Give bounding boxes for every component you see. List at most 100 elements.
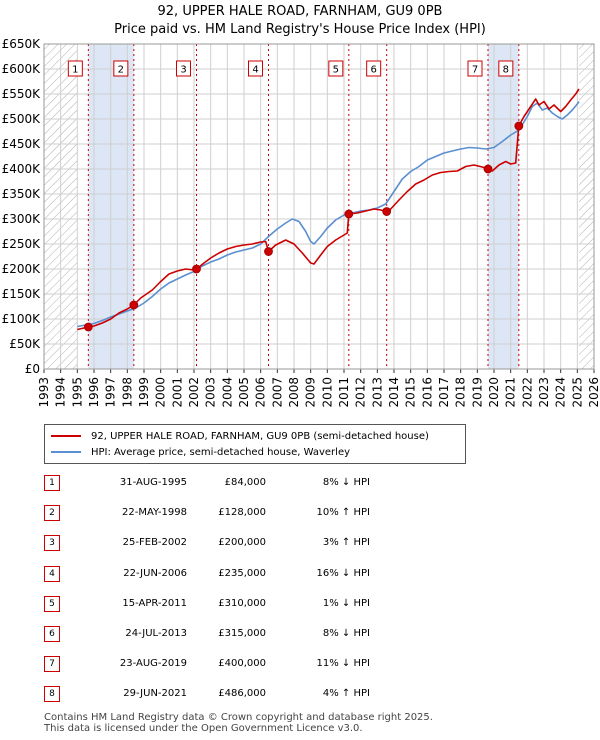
- transaction-row: 6 24-JUL-2013 £315,000 8% ↓ HPI: [0, 626, 600, 644]
- sale-label-8: 8: [503, 65, 509, 76]
- x-tick-label: 2012: [354, 377, 368, 408]
- transaction-number-badge: 3: [44, 535, 60, 552]
- transaction-row: 8 29-JUN-2021 £486,000 4% ↑ HPI: [0, 686, 600, 704]
- transaction-date: 25-FEB-2002: [122, 537, 187, 549]
- sale-point-6: [382, 207, 392, 216]
- transaction-row: 1 31-AUG-1995 £84,000 8% ↓ HPI: [0, 475, 600, 493]
- transaction-price: £200,000: [218, 537, 266, 549]
- sale-point-5: [344, 209, 354, 219]
- x-tick-label: 2022: [520, 377, 534, 408]
- transaction-row: 7 23-AUG-2019 £400,000 11% ↓ HPI: [0, 656, 600, 674]
- sale-point-3: [192, 264, 201, 274]
- x-tick-label: 1995: [70, 377, 84, 408]
- sale-label-1: 1: [72, 65, 78, 76]
- x-tick-label: 2018: [454, 377, 468, 408]
- x-tick-label: 2008: [287, 377, 301, 408]
- legend-label-hpi: HPI: Average price, semi-detached house,…: [91, 446, 351, 458]
- y-tick-label: £100K: [2, 312, 42, 326]
- transaction-date: 15-APR-2011: [122, 597, 187, 609]
- footer-line-2: This data is licensed under the Open Gov…: [44, 723, 363, 734]
- transaction-hpi-change: 8% ↓ HPI: [322, 477, 370, 488]
- x-tick-label: 2016: [420, 377, 434, 408]
- x-tick-label: 2009: [304, 377, 318, 408]
- x-tick-label: 2025: [570, 377, 584, 408]
- property-price-line: [77, 88, 580, 331]
- x-tick-label: 2005: [237, 377, 251, 408]
- x-tick-label: 1998: [120, 377, 134, 408]
- chart-legend: 92, UPPER HALE ROAD, FARNHAM, GU9 0PB (s…: [44, 424, 466, 464]
- y-tick-label: £50K: [9, 337, 41, 351]
- transaction-number-badge: 4: [44, 565, 60, 582]
- legend-label-property: 92, UPPER HALE ROAD, FARNHAM, GU9 0PB (s…: [91, 430, 429, 442]
- x-tick-label: 2015: [404, 377, 418, 408]
- legend-item-hpi: HPI: Average price, semi-detached house,…: [51, 445, 350, 459]
- y-tick-label: £450K: [2, 137, 42, 151]
- transaction-date: 29-JUN-2021: [123, 688, 187, 700]
- x-tick-label: 2026: [587, 377, 600, 408]
- sale-point-7: [483, 164, 493, 174]
- y-tick-label: £400K: [2, 162, 42, 176]
- transaction-number-badge: 5: [44, 595, 60, 612]
- legend-swatch-property: [51, 435, 81, 437]
- transaction-date: 22-MAY-1998: [121, 507, 187, 519]
- x-tick-label: 2019: [470, 377, 484, 408]
- transaction-row: 5 15-APR-2011 £310,000 1% ↓ HPI: [0, 595, 600, 614]
- hatched-region-2: [579, 44, 594, 369]
- x-tick-label: 2024: [554, 377, 568, 408]
- x-tick-label: 2007: [270, 377, 284, 408]
- x-tick-label: 1996: [87, 377, 101, 408]
- sale-label-box-7: [467, 60, 483, 77]
- transaction-price: £128,000: [218, 507, 266, 519]
- x-tick-label: 2020: [487, 377, 501, 408]
- x-tick-label: 2010: [320, 377, 334, 408]
- transaction-price: £315,000: [218, 628, 266, 639]
- legend-item-property: 92, UPPER HALE ROAD, FARNHAM, GU9 0PB (s…: [51, 429, 429, 443]
- sale-point-8: [514, 121, 524, 131]
- y-tick-label: £500K: [2, 112, 42, 126]
- transaction-row: 2 22-MAY-1998 £128,000 10% ↑ HPI: [0, 505, 600, 523]
- y-tick-label: £650K: [2, 37, 42, 51]
- y-tick-label: £200K: [2, 262, 42, 276]
- sale-label-box-3: [176, 60, 191, 77]
- sale-label-box-8: [498, 60, 514, 77]
- y-tick-label: £550K: [2, 87, 42, 101]
- transaction-number-badge: 6: [44, 626, 60, 642]
- x-tick-label: 2017: [437, 377, 451, 408]
- transaction-price: £486,000: [218, 688, 266, 700]
- hpi-line: [77, 101, 580, 328]
- transaction-price: £235,000: [218, 567, 266, 579]
- transaction-hpi-change: 11% ↓ HPI: [316, 658, 370, 670]
- transaction-date: 23-AUG-2019: [119, 658, 187, 670]
- transaction-hpi-change: 1% ↓ HPI: [322, 597, 370, 609]
- x-tick-label: 2002: [187, 377, 201, 408]
- x-tick-label: 2023: [537, 377, 551, 408]
- x-tick-label: 1993: [37, 377, 51, 408]
- x-tick-label: 2013: [370, 377, 384, 408]
- sale-label-5: 5: [333, 65, 339, 76]
- y-tick-label: £0: [25, 362, 40, 376]
- sale-label-box-6: [366, 60, 382, 77]
- transaction-number-badge: 1: [44, 475, 60, 491]
- x-tick-label: 2004: [220, 377, 234, 408]
- shaded-region-2: [488, 44, 519, 369]
- sale-label-box-5: [328, 60, 344, 77]
- x-tick-label: 2011: [337, 377, 351, 408]
- chart-title: 92, UPPER HALE ROAD, FARNHAM, GU9 0PB: [157, 4, 443, 19]
- x-tick-label: 2000: [154, 377, 168, 408]
- transaction-price: £400,000: [218, 658, 266, 670]
- sale-point-1: [83, 322, 93, 332]
- sale-label-6: 6: [370, 65, 376, 76]
- y-tick-label: £600K: [2, 62, 42, 76]
- sale-label-box-1: [67, 60, 83, 77]
- transaction-hpi-change: 8% ↓ HPI: [322, 628, 370, 639]
- x-tick-label: 2003: [204, 377, 218, 408]
- transaction-price: £84,000: [224, 477, 266, 488]
- sale-label-box-4: [248, 60, 263, 77]
- y-tick-label: £350K: [2, 187, 42, 201]
- transaction-number-badge: 2: [44, 505, 60, 522]
- price-chart: 1 2 3 4 5 6 7 8 £0 £50K £100K £150K £200K £250K £300K…: [2, 37, 600, 408]
- transaction-hpi-change: 10% ↑ HPI: [316, 507, 370, 519]
- x-tick-label: 2021: [504, 377, 518, 408]
- x-tick-label: 1997: [104, 377, 118, 408]
- transaction-hpi-change: 3% ↑ HPI: [322, 537, 370, 549]
